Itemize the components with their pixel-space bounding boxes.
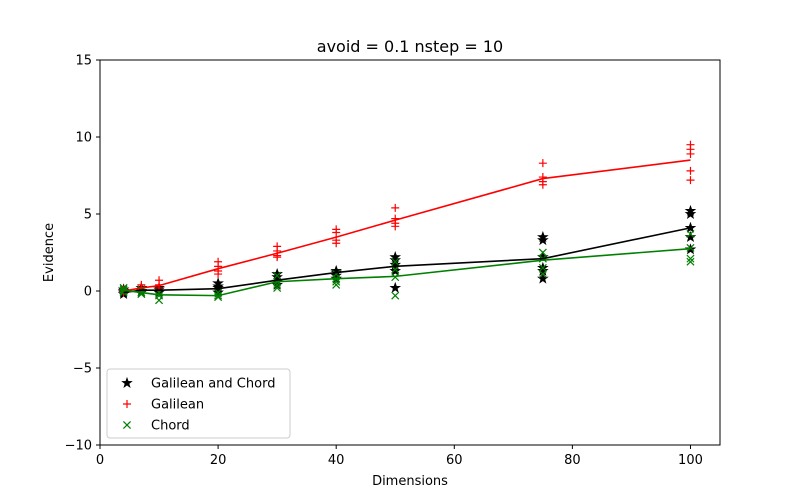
data-point — [686, 149, 695, 158]
data-point — [684, 221, 697, 233]
data-point — [538, 270, 547, 279]
axes-frame — [99, 59, 721, 446]
series-line — [123, 159, 691, 292]
data-point — [214, 270, 223, 279]
y-tick-label: 10 — [75, 131, 92, 146]
data-point — [538, 180, 547, 189]
x-axis: 0 20 40 60 80 100 — [96, 445, 703, 468]
data-point — [686, 166, 695, 175]
data-point — [686, 243, 695, 252]
plot-area — [117, 140, 697, 305]
series-2 — [119, 229, 695, 305]
data-point — [537, 234, 549, 246]
x-tick-label: 20 — [210, 453, 227, 468]
data-point — [686, 254, 695, 263]
legend-marker — [121, 376, 133, 388]
data-point — [686, 257, 695, 266]
y-axis: −10 −5 0 5 10 15 — [65, 54, 100, 454]
y-tick-label: −5 — [73, 362, 92, 377]
data-point — [273, 271, 282, 280]
data-point — [686, 229, 695, 239]
y-tick-label: 0 — [84, 285, 92, 300]
data-point — [684, 230, 697, 243]
data-point — [391, 203, 400, 212]
data-point — [538, 248, 547, 257]
series-line — [123, 227, 691, 294]
data-point — [538, 263, 547, 272]
data-point — [273, 283, 282, 292]
data-point — [391, 222, 400, 231]
legend-entry: Chord — [122, 419, 190, 434]
data-point — [273, 253, 282, 262]
legend-entry: Galilean and Chord — [121, 376, 275, 392]
x-axis-label: Dimensions — [372, 474, 448, 489]
data-point — [389, 281, 402, 293]
chart-title: avoid = 0.1 nstep = 10 — [317, 37, 503, 56]
legend-label: Galilean and Chord — [151, 377, 275, 392]
data-point — [332, 280, 341, 289]
y-tick-label: 5 — [84, 208, 92, 223]
data-point — [684, 207, 697, 219]
legend: Galilean and Chord Galilean Chord — [106, 368, 291, 439]
legend-marker — [123, 400, 131, 408]
legend-entry: Galilean — [123, 398, 204, 413]
x-tick-label: 100 — [678, 453, 703, 468]
data-point — [538, 159, 547, 168]
x-tick-label: 40 — [328, 453, 345, 468]
series-line — [123, 247, 691, 297]
x-tick-label: 60 — [446, 453, 463, 468]
y-tick-label: −10 — [65, 439, 92, 454]
data-point — [389, 264, 402, 276]
legend-label: Galilean — [151, 398, 204, 413]
legend-box — [106, 368, 291, 439]
legend-label: Chord — [151, 419, 190, 434]
data-point — [155, 296, 164, 305]
legend-marker — [122, 420, 132, 430]
x-tick-label: 80 — [564, 453, 581, 468]
data-point — [391, 257, 400, 266]
data-point — [332, 239, 341, 248]
data-point — [391, 291, 400, 300]
y-axis-label: Evidence — [42, 223, 57, 282]
data-point — [332, 228, 341, 237]
data-point — [686, 176, 695, 185]
y-tick-label: 15 — [75, 54, 92, 69]
x-tick-label: 0 — [96, 453, 104, 468]
